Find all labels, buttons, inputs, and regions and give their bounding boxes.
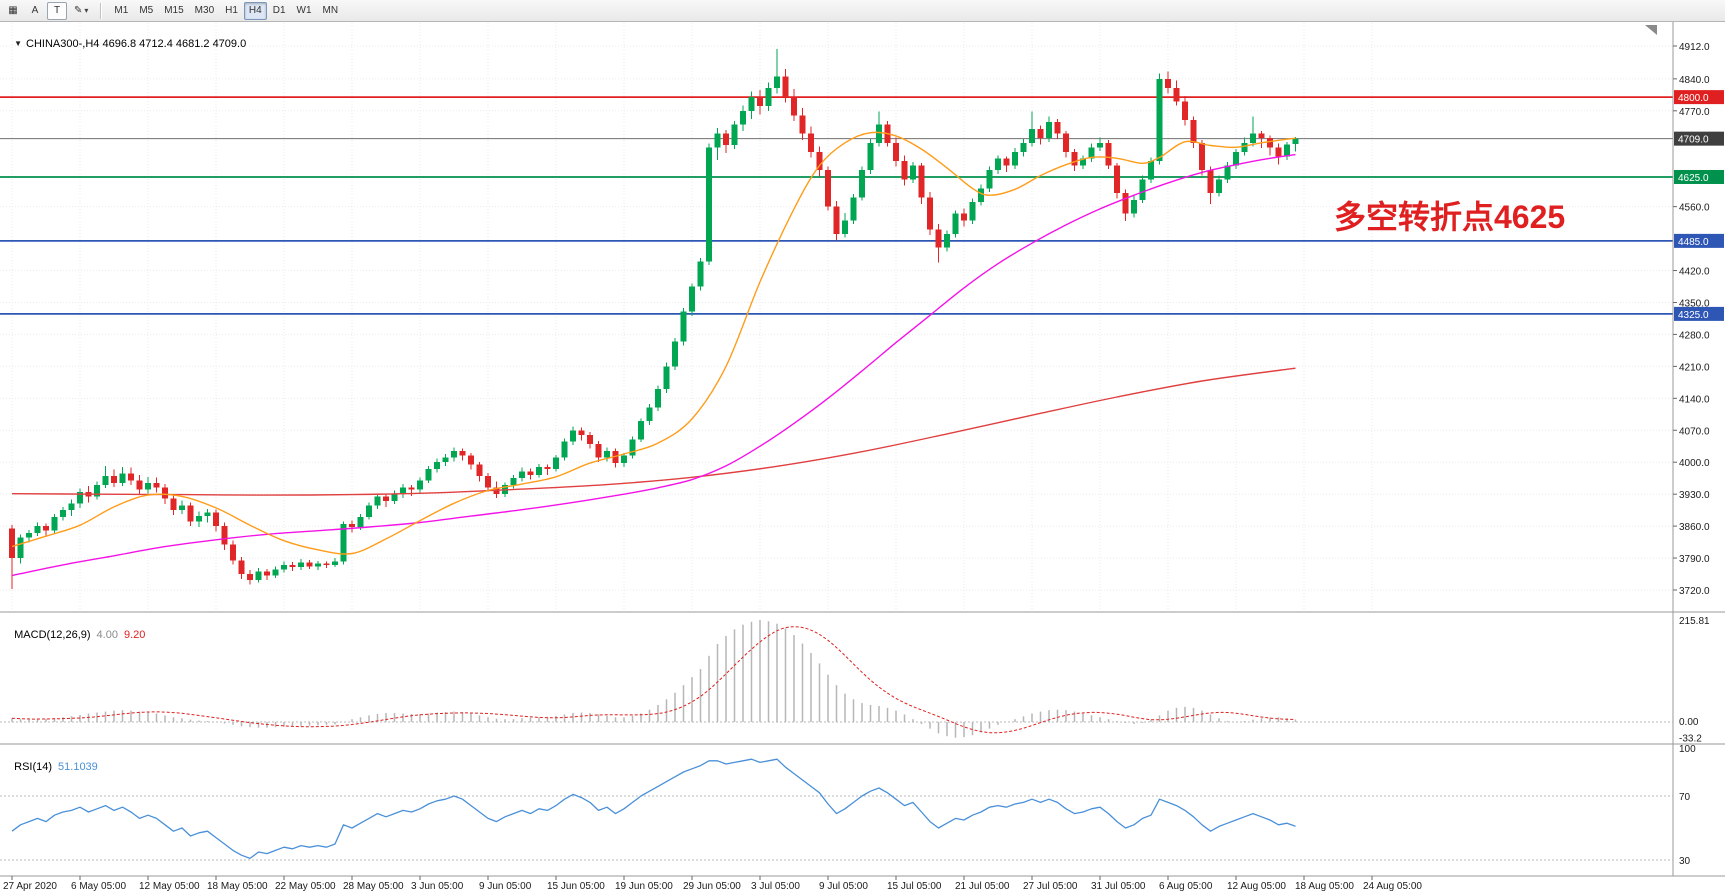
timeframe-w1-button[interactable]: W1 — [292, 2, 317, 20]
macd-scale-max: 215.81 — [1679, 616, 1710, 627]
price-tick-label: 4140.0 — [1679, 394, 1710, 405]
price-tick-label: 4280.0 — [1679, 330, 1710, 341]
price-level-badge — [1674, 131, 1724, 146]
rsi-scale-label: 100 — [1679, 744, 1696, 755]
rsi-indicator-header: RSI(14) 51.1039 — [8, 749, 98, 773]
chart-symbol-header: ▼ CHINA300-,H4 4696.8 4712.4 4681.2 4709.… — [8, 26, 246, 50]
grid-icon[interactable]: ▦ — [3, 2, 23, 20]
time-tick-label: 15 Jun 05:00 — [547, 881, 605, 892]
rsi-title: RSI(14) — [14, 761, 53, 773]
price-tick-label: 3790.0 — [1679, 554, 1710, 565]
time-tick-label: 18 May 05:00 — [207, 881, 268, 892]
timeframe-d1-button[interactable]: D1 — [268, 2, 291, 20]
chart-canvas[interactable]: 多空转折点46254912.04840.04770.04560.04420.04… — [0, 22, 1725, 893]
time-tick-label: 31 Jul 05:00 — [1091, 881, 1146, 892]
price-level-badge — [1674, 169, 1724, 184]
grid-lines — [0, 23, 1673, 610]
time-tick-label: 19 Jun 05:00 — [615, 881, 673, 892]
price-level-badge-label: 4325.0 — [1678, 310, 1709, 321]
time-tick-label: 29 Jun 05:00 — [683, 881, 741, 892]
time-tick-label: 12 May 05:00 — [139, 881, 200, 892]
time-tick-label: 12 Aug 05:00 — [1227, 881, 1286, 892]
macd-scale-zero: 0.00 — [1679, 717, 1699, 728]
rsi-line — [11, 758, 1296, 860]
price-tick-label: 3930.0 — [1679, 490, 1710, 501]
candles-layer — [9, 49, 1299, 590]
price-tick-label: 4070.0 — [1679, 426, 1710, 437]
time-tick-label: 6 Aug 05:00 — [1159, 881, 1213, 892]
time-tick-label: 22 May 05:00 — [275, 881, 336, 892]
time-tick-label: 18 Aug 05:00 — [1295, 881, 1354, 892]
draw-tool-button[interactable]: ✎ ▾ — [69, 2, 93, 20]
rsi-scale-label: 30 — [1679, 856, 1691, 867]
dropdown-caret-icon: ▾ — [84, 5, 89, 15]
macd-title: MACD(12,26,9) — [14, 629, 91, 641]
rsi-scale-label: 70 — [1679, 792, 1691, 803]
toolbar-separator — [100, 2, 103, 19]
price-tick-label: 4350.0 — [1679, 298, 1710, 309]
macd-signal-value: 9.20 — [123, 629, 146, 641]
price-tick-label: 3860.0 — [1679, 522, 1710, 533]
shift-marker-layer — [1645, 25, 1657, 35]
timeframe-m15-button[interactable]: M15 — [159, 2, 188, 20]
time-tick-label: 15 Jul 05:00 — [887, 881, 942, 892]
timeframe-m1-button[interactable]: M1 — [109, 2, 133, 20]
price-level-badge — [1674, 90, 1724, 105]
panel-borders — [0, 22, 1725, 877]
time-tick-label: 28 May 05:00 — [343, 881, 404, 892]
text-tool-button[interactable]: T — [47, 1, 67, 20]
ma-fast-orange-line — [11, 131, 1296, 555]
price-level-badge-label: 4800.0 — [1678, 93, 1709, 104]
rsi-panel: 100 70 30 — [0, 744, 1696, 867]
timeframe-h4-button[interactable]: H4 — [243, 1, 267, 20]
time-tick-label: 3 Jul 05:00 — [751, 881, 800, 892]
symbol-ohlc-text: CHINA300-,H4 4696.8 4712.4 4681.2 4709.0 — [26, 38, 247, 50]
price-level-badge — [1674, 306, 1724, 321]
cursor-tool-button[interactable]: A — [25, 2, 45, 20]
timeframe-h1-button[interactable]: H1 — [220, 2, 243, 20]
price-tick-label: 4000.0 — [1679, 458, 1710, 469]
draw-tool-icon: ✎ — [74, 4, 83, 16]
time-tick-label: 27 Apr 2020 — [3, 881, 57, 892]
price-tick-label: 4912.0 — [1679, 42, 1710, 53]
ma-mid-magenta-line — [11, 153, 1296, 577]
price-level-badge-label: 4485.0 — [1678, 237, 1709, 248]
timeframe-m5-button[interactable]: M5 — [134, 2, 158, 20]
time-tick-label: 9 Jul 05:00 — [819, 881, 868, 892]
rsi-value: 51.1039 — [58, 761, 98, 773]
time-tick-label: 9 Jun 05:00 — [479, 881, 532, 892]
macd-main-value: 4.00 — [96, 629, 118, 641]
annotation-layer[interactable]: 多空转折点4625 — [1334, 199, 1565, 235]
price-tick-label: 4420.0 — [1679, 267, 1710, 278]
toolbar: ▦ A T ✎ ▾ M1 M5 M15 M30 H1 H4 D1 W1 MN — [0, 0, 1725, 22]
timeframe-m30-button[interactable]: M30 — [190, 2, 219, 20]
chart-shift-marker-icon — [1645, 25, 1657, 35]
price-tick-label: 4210.0 — [1679, 362, 1710, 373]
price-tick-label: 4560.0 — [1679, 203, 1710, 214]
price-tick-label: 4840.0 — [1679, 75, 1710, 86]
price-axis[interactable]: 4912.0 4840.0 4770.0 4560.0 4420.0 4350.0 4280… — [1673, 42, 1724, 597]
time-axis[interactable]: 27 Apr 2020 6 May 05:00 12 May 05:00 18 May… — [3, 876, 1422, 892]
macd-signal-line — [11, 626, 1296, 734]
price-level-badge-label: 4625.0 — [1678, 173, 1709, 184]
ma-slow-red-line — [11, 367, 1296, 496]
macd-panel: 215.81 0.00 -33.2 — [0, 616, 1710, 745]
price-tick-label: 4770.0 — [1679, 107, 1710, 118]
price-level-badge-label: 4709.0 — [1678, 135, 1709, 146]
timeframe-buttons: M1 M5 M15 M30 H1 H4 D1 W1 MN — [109, 1, 344, 20]
time-tick-label: 21 Jul 05:00 — [955, 881, 1010, 892]
time-tick-label: 6 May 05:00 — [71, 881, 126, 892]
time-tick-label: 3 Jun 05:00 — [411, 881, 464, 892]
time-tick-label: 27 Jul 05:00 — [1023, 881, 1078, 892]
time-tick-label: 24 Aug 05:00 — [1363, 881, 1422, 892]
price-tick-label: 3720.0 — [1679, 586, 1710, 597]
level-lines — [0, 96, 1673, 315]
moving-averages — [11, 131, 1296, 577]
annotation-text[interactable]: 多空转折点4625 — [1334, 199, 1565, 235]
price-level-badge — [1674, 233, 1724, 248]
macd-scale-min: -33.2 — [1679, 734, 1702, 745]
collapse-triangle-icon: ▼ — [14, 39, 23, 48]
timeframe-mn-button[interactable]: MN — [318, 2, 344, 20]
macd-indicator-header: MACD(12,26,9) 4.00 9.20 — [8, 617, 145, 641]
